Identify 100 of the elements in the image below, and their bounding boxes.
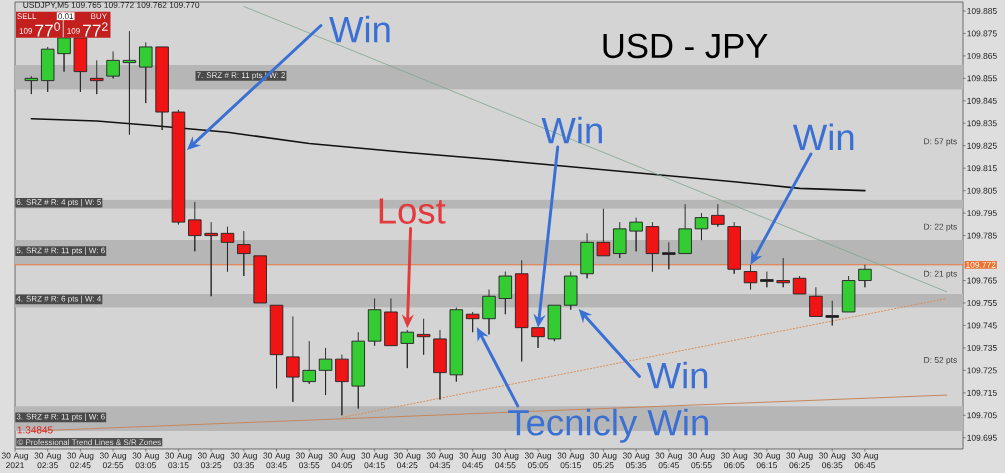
x-tick-label: 30 Aug 05:55 bbox=[688, 452, 715, 469]
annotation: Win bbox=[646, 361, 708, 389]
candlestick bbox=[73, 37, 88, 93]
annotation: 77$^{0}$ bbox=[35, 22, 61, 37]
x-tick-label: 30 Aug 02:35 bbox=[34, 452, 61, 469]
annotation: 109 bbox=[67, 28, 80, 34]
candlestick bbox=[858, 264, 872, 288]
annotation: Win bbox=[541, 116, 602, 144]
candlestick bbox=[400, 329, 415, 369]
candlestick bbox=[106, 50, 120, 79]
annotation: D: 22 pts bbox=[924, 223, 957, 232]
candlestick bbox=[269, 304, 284, 389]
candlestick bbox=[531, 327, 545, 349]
candlestick bbox=[809, 286, 823, 317]
annotation: BUY bbox=[91, 13, 107, 19]
candlestick bbox=[776, 257, 790, 288]
y-tick-label: 109.855 bbox=[967, 75, 997, 82]
y-tick-label: 109.865 bbox=[967, 52, 997, 59]
candlestick bbox=[596, 208, 611, 257]
x-tick-label: 30 Aug 03:45 bbox=[263, 452, 290, 469]
x-tick-label: 30 Aug 04:55 bbox=[492, 452, 519, 469]
ref-line-label: 109.772 bbox=[966, 261, 996, 268]
candlestick bbox=[465, 311, 480, 333]
y-tick-label: 109.745 bbox=[967, 322, 997, 329]
annotation: 0.01 bbox=[58, 13, 74, 20]
annotation: Tecnicly Win bbox=[508, 408, 708, 443]
band-label: 5. SRZ # R: 11 pts | W: 6 bbox=[16, 247, 105, 255]
candlestick bbox=[220, 226, 235, 272]
y-tick-label: 109.725 bbox=[967, 367, 997, 374]
candlestick bbox=[40, 46, 55, 93]
candlestick bbox=[335, 354, 349, 416]
y-tick-label: 109.765 bbox=[967, 277, 997, 284]
x-tick-label: 30 Aug 02:55 bbox=[99, 452, 127, 469]
band-label: 6. SRZ # R: 4 pts | W: 5 bbox=[16, 199, 101, 207]
x-tick-label: 30 Aug 06:35 bbox=[819, 452, 846, 469]
y-tick-label: 109.875 bbox=[967, 30, 997, 37]
candlestick bbox=[188, 201, 202, 252]
candlestick bbox=[139, 41, 153, 104]
y-tick-label: 109.785 bbox=[967, 232, 997, 239]
candlestick bbox=[498, 271, 513, 315]
x-tick-label: 30 Aug 2021 bbox=[1, 452, 29, 469]
candlestick bbox=[204, 221, 218, 297]
candlestick bbox=[743, 264, 758, 290]
candlestick bbox=[629, 217, 643, 252]
candlestick bbox=[612, 221, 627, 259]
x-tick-label: 30 Aug 05:45 bbox=[655, 452, 682, 469]
x-tick-label: 30 Aug 04:15 bbox=[361, 452, 388, 469]
x-tick-label: 30 Aug 05:05 bbox=[524, 452, 552, 469]
candlestick bbox=[351, 331, 366, 410]
candlestick bbox=[24, 75, 39, 95]
candlestick bbox=[171, 109, 186, 225]
annotation: SELL bbox=[17, 13, 37, 20]
annotation: Lost bbox=[379, 198, 446, 224]
candlestick bbox=[237, 230, 251, 277]
candlestick bbox=[727, 221, 741, 275]
x-tick-label: 30 Aug 06:45 bbox=[851, 452, 878, 469]
y-tick-label: 109.715 bbox=[967, 389, 997, 396]
x-tick-label: 30 Aug 03:25 bbox=[197, 452, 225, 469]
band-label: 4. SRZ # R: 6 pts | W: 4 bbox=[16, 295, 102, 304]
annotation: Win bbox=[792, 123, 854, 151]
annotation: 77$^{2}$ bbox=[83, 22, 108, 37]
candlestick bbox=[384, 298, 398, 347]
candlestick bbox=[825, 300, 840, 326]
candlestick bbox=[449, 307, 464, 383]
annotation: © Professional Trend Lines & S/R Zones bbox=[17, 439, 161, 446]
candlestick bbox=[367, 298, 382, 347]
x-tick-label: 30 Aug 05:25 bbox=[590, 452, 617, 469]
y-tick-label: 109.885 bbox=[967, 7, 997, 14]
candlestick bbox=[514, 259, 529, 362]
line-series bbox=[30, 117, 866, 192]
x-tick-label: 30 Aug 03:35 bbox=[230, 452, 257, 469]
y-tick-label: 109.755 bbox=[967, 299, 997, 306]
candlestick bbox=[563, 271, 578, 311]
candlestick bbox=[89, 59, 104, 95]
x-tick-label: 30 Aug 03:55 bbox=[295, 452, 323, 469]
annotation: D: 57 pts bbox=[924, 138, 957, 146]
annotation: D: 52 pts bbox=[924, 356, 957, 365]
annotation: USDJPY,M5 109.765 109.772 109.762 109.770 bbox=[23, 1, 200, 9]
x-tick-label: 30 Aug 04:45 bbox=[459, 452, 486, 469]
candlestick bbox=[547, 304, 562, 342]
band-label: 3. SRZ # R: 11 pts | W: 6 bbox=[16, 413, 105, 422]
candlestick bbox=[416, 318, 431, 356]
y-tick-label: 109.835 bbox=[967, 120, 997, 127]
text: USD - JPY bbox=[603, 33, 768, 59]
candlestick bbox=[678, 203, 692, 255]
y-tick-label: 109.735 bbox=[967, 344, 997, 351]
candlestick bbox=[433, 329, 447, 401]
candlestick bbox=[318, 347, 333, 396]
x-tick-label: 30 Aug 06:15 bbox=[753, 452, 780, 469]
y-tick-label: 109.705 bbox=[967, 412, 997, 419]
y-tick-label: 109.825 bbox=[967, 142, 997, 149]
candlestick bbox=[253, 255, 267, 304]
x-tick-label: 30 Aug 06:05 bbox=[720, 452, 748, 469]
candlestick bbox=[792, 275, 807, 295]
annotation: 109 bbox=[19, 28, 33, 34]
y-tick-label: 109.815 bbox=[967, 165, 997, 172]
x-tick-label: 30 Aug 04:05 bbox=[328, 452, 355, 469]
candlestick bbox=[580, 232, 594, 279]
y-tick-label: 109.805 bbox=[967, 187, 997, 194]
annotation: Win bbox=[329, 15, 390, 43]
